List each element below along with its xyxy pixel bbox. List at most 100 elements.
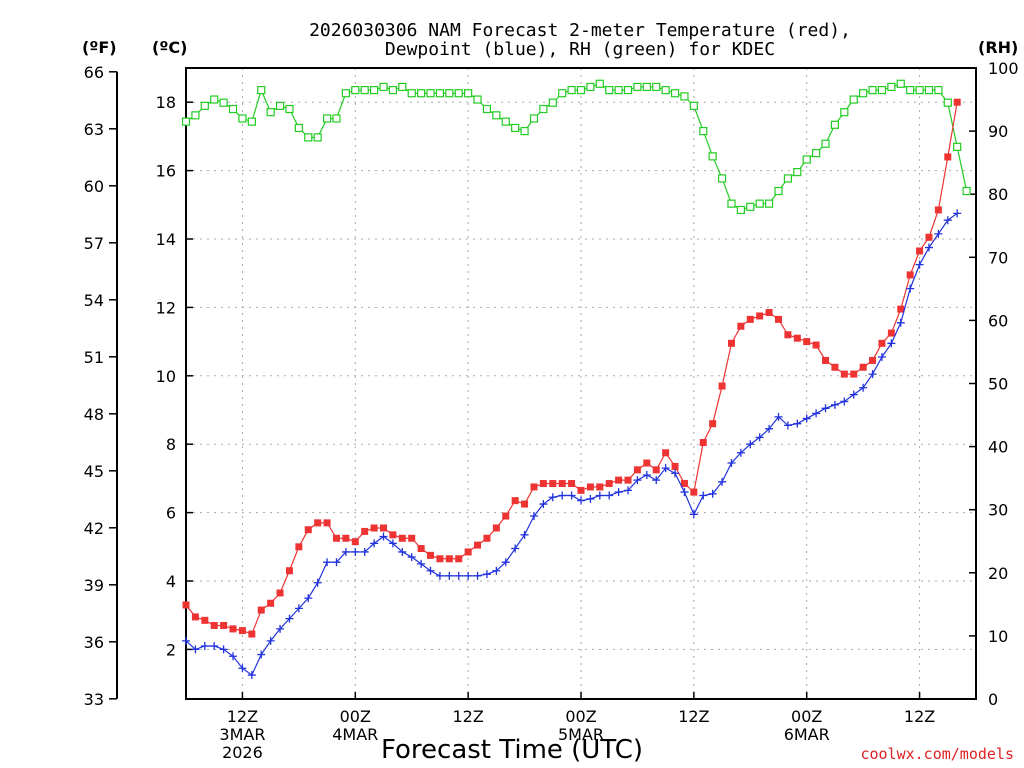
temperature-point-49 — [643, 459, 651, 467]
rh-point-23 — [398, 82, 407, 92]
dewpoint-point-69 — [830, 400, 839, 409]
temperature-point-75 — [887, 329, 895, 337]
rh-point-8 — [257, 85, 266, 95]
x-tick-label-66-0: 00Z — [791, 707, 822, 726]
temperature-point-22 — [389, 531, 397, 539]
temperature-point-68 — [822, 356, 830, 364]
chart-title-line-2: Dewpoint (blue), RH (green) for KDEC — [385, 39, 775, 60]
dewpoint-point-19 — [360, 547, 369, 556]
dewpoint-series — [182, 209, 962, 680]
temperature-point-51 — [662, 449, 670, 457]
temperature-point-74 — [878, 339, 886, 347]
dewpoint-point-67 — [812, 409, 821, 418]
celsius-tick-label-8: 8 — [166, 435, 176, 454]
rh-point-46 — [614, 85, 623, 95]
rh-point-29 — [454, 89, 463, 98]
dewpoint-point-17 — [341, 547, 350, 556]
temperature-point-15 — [323, 519, 331, 527]
temperature-point-16 — [332, 534, 340, 542]
celsius-tick-label-18: 18 — [156, 93, 176, 112]
rh-point-69 — [830, 120, 840, 129]
fahrenheit-unit-label: (ºF) — [82, 38, 117, 57]
rh-point-43 — [586, 82, 595, 92]
temperature-point-35 — [511, 497, 519, 505]
x-tick-label-30-0: 12Z — [452, 707, 483, 726]
dewpoint-point-70 — [840, 397, 849, 406]
rh-point-26 — [426, 89, 435, 98]
rh-point-41 — [567, 85, 576, 95]
rh-point-50 — [652, 82, 661, 92]
x-tick-label-42-0: 00Z — [565, 707, 596, 726]
temperature-point-46 — [615, 476, 623, 484]
dewpoint-point-33 — [492, 566, 501, 575]
dewpoint-point-3 — [210, 641, 219, 650]
celsius-tick-label-6: 6 — [166, 504, 176, 523]
rh-point-31 — [473, 95, 482, 104]
rh-point-40 — [558, 89, 567, 98]
temperature-line — [185, 102, 958, 635]
temperature-point-81 — [944, 153, 952, 161]
rh-point-55 — [699, 126, 708, 136]
temperature-point-20 — [370, 524, 378, 532]
rh-point-27 — [435, 89, 445, 98]
temperature-point-0 — [182, 601, 190, 609]
rh-point-6 — [238, 114, 247, 123]
dewpoint-point-47 — [624, 486, 633, 495]
temperature-point-63 — [775, 315, 782, 323]
dewpoint-point-49 — [642, 470, 651, 479]
rh-point-68 — [821, 139, 830, 148]
fahrenheit-tick-label-36: 36 — [84, 633, 104, 652]
dewpoint-point-13 — [304, 594, 313, 603]
rh-point-60 — [746, 202, 755, 211]
temperature-point-61 — [756, 312, 764, 320]
temperature-point-60 — [746, 315, 754, 323]
dewpoint-point-39 — [548, 493, 557, 502]
temperature-point-4 — [220, 621, 228, 629]
rh-point-70 — [840, 108, 849, 117]
dewpoint-point-10 — [276, 624, 285, 633]
rh-point-74 — [877, 85, 887, 95]
rh-unit-label: (RH) — [978, 38, 1018, 57]
rh-point-77 — [906, 85, 915, 95]
temperature-point-45 — [605, 480, 613, 488]
rh-point-18 — [351, 85, 360, 95]
temperature-point-6 — [238, 627, 246, 635]
dewpoint-point-26 — [426, 566, 435, 575]
temperature-point-30 — [464, 548, 472, 556]
temperature-point-26 — [427, 551, 435, 559]
rh-point-64 — [783, 174, 793, 183]
fahrenheit-tick-label-63: 63 — [84, 120, 104, 139]
x-tick-label-6-2: 2026 — [222, 743, 263, 762]
dewpoint-point-28 — [445, 571, 454, 580]
temperature-point-37 — [530, 483, 538, 491]
rh-point-73 — [868, 85, 877, 95]
temperature-point-10 — [276, 589, 284, 597]
temperature-point-78 — [916, 247, 924, 255]
rh-point-72 — [859, 89, 868, 98]
temperature-point-18 — [351, 538, 359, 546]
temperature-point-47 — [624, 476, 632, 484]
temperature-point-40 — [558, 480, 566, 488]
rh-point-45 — [605, 85, 614, 95]
temperature-point-72 — [859, 363, 867, 371]
fahrenheit-tick-label-54: 54 — [84, 291, 104, 310]
dewpoint-point-18 — [351, 547, 360, 556]
dewpoint-point-59 — [736, 448, 745, 457]
dewpoint-point-4 — [219, 645, 228, 654]
temperature-point-80 — [934, 206, 942, 214]
rh-point-4 — [219, 98, 228, 107]
celsius-tick-label-4: 4 — [166, 572, 176, 591]
rh-point-2 — [200, 101, 209, 110]
temperature-point-58 — [727, 339, 735, 347]
dewpoint-point-57 — [718, 477, 727, 486]
fahrenheit-tick-label-60: 60 — [84, 177, 104, 196]
dewpoint-point-22 — [388, 539, 397, 548]
celsius-tick-label-2: 2 — [166, 640, 176, 659]
rh-point-38 — [539, 104, 548, 114]
rh-point-34 — [501, 117, 510, 126]
rh-tick-label-30: 30 — [988, 501, 1008, 520]
dewpoint-point-55 — [699, 491, 708, 500]
temperature-point-25 — [417, 545, 425, 553]
rh-tick-label-10: 10 — [988, 627, 1008, 646]
temperature-point-56 — [709, 420, 717, 428]
